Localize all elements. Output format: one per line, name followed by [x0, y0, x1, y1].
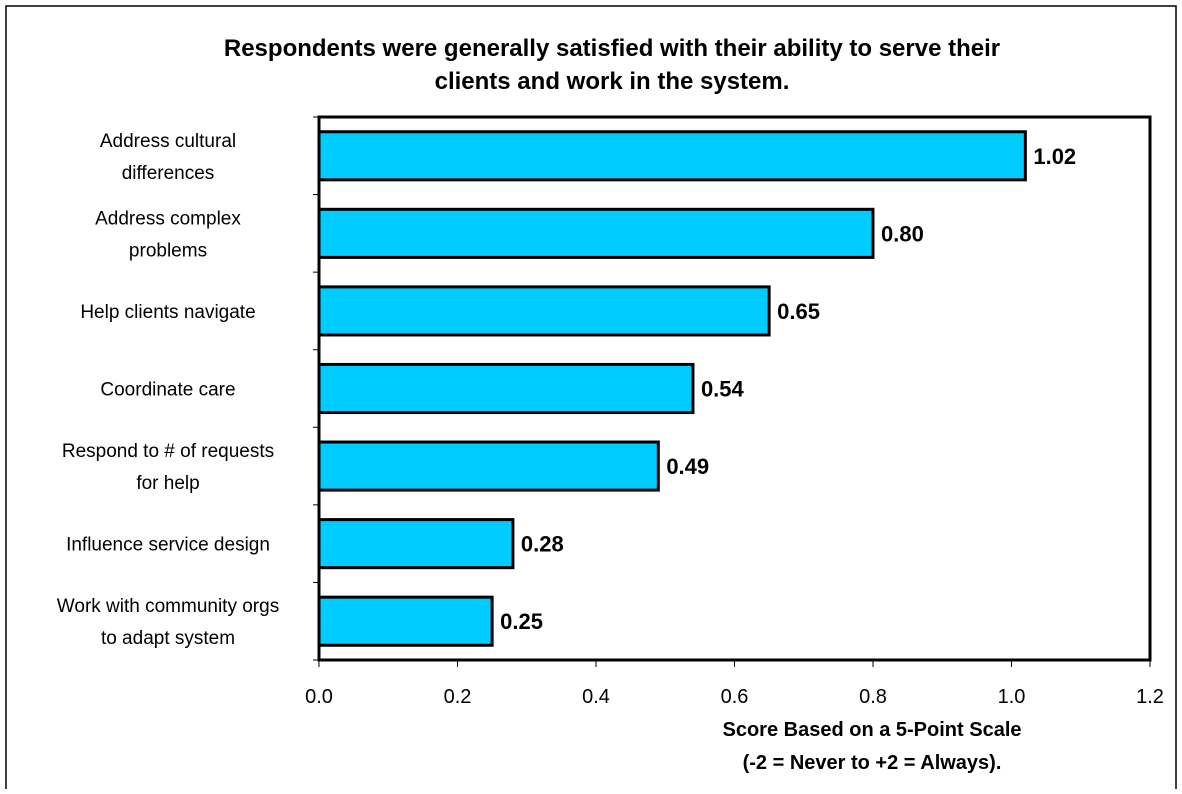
x-tick-label: 0.2: [444, 686, 472, 708]
bar-value-label: 1.02: [1033, 144, 1076, 169]
bars-group: [317, 130, 1027, 647]
bar: [317, 595, 494, 647]
category-label: Coordinate care: [100, 380, 235, 401]
bar-value-label: 0.49: [666, 454, 709, 479]
bar-value-label: 0.25: [500, 609, 543, 634]
bar-value-label: 0.28: [521, 532, 564, 557]
category-label: Respond to # of requests: [62, 441, 274, 462]
bar-value-label: 0.65: [777, 299, 820, 324]
chart-title-line-1: Respondents were generally satisfied wit…: [224, 35, 1000, 62]
x-tick-label: 1.2: [1136, 686, 1164, 708]
x-tick-label: 0.6: [721, 686, 749, 708]
x-tick-label: 0.4: [582, 686, 610, 708]
bar: [317, 130, 1027, 182]
x-axis-label-line-2: (-2 = Never to +2 = Always).: [743, 752, 1002, 774]
bar: [317, 362, 695, 415]
x-tick-label: 0.0: [305, 686, 333, 708]
category-label: for help: [136, 473, 199, 494]
bar: [317, 440, 660, 492]
bar: [317, 285, 771, 337]
category-label: to adapt system: [101, 628, 235, 649]
x-axis-label-line-1: Score Based on a 5-Point Scale: [723, 719, 1022, 741]
bar-value-label: 0.80: [881, 221, 924, 246]
category-label: Address cultural: [100, 131, 236, 152]
category-label: Influence service design: [66, 535, 270, 556]
bar-value-label: 0.54: [701, 377, 745, 402]
category-label: Help clients navigate: [80, 302, 255, 323]
x-axis-ticks: 0.0 0.2 0.4 0.6 0.8 1.0 1.2: [305, 660, 1164, 708]
chart-title-line-2: clients and work in the system.: [435, 68, 790, 95]
y-axis-ticks: [313, 116, 319, 661]
category-labels-group: Address cultural differences Address compl…: [57, 131, 279, 649]
value-labels-group: 1.02 0.80 0.65 0.54 0.49 0.28 0.25: [500, 144, 1076, 634]
bar: [317, 518, 515, 570]
category-label: differences: [122, 163, 215, 184]
category-label: problems: [129, 240, 207, 261]
category-label: Work with community orgs: [57, 596, 279, 617]
category-label: Address complex: [95, 208, 241, 229]
bar: [317, 207, 875, 259]
x-tick-label: 1.0: [998, 686, 1026, 708]
x-tick-label: 0.8: [859, 686, 887, 708]
